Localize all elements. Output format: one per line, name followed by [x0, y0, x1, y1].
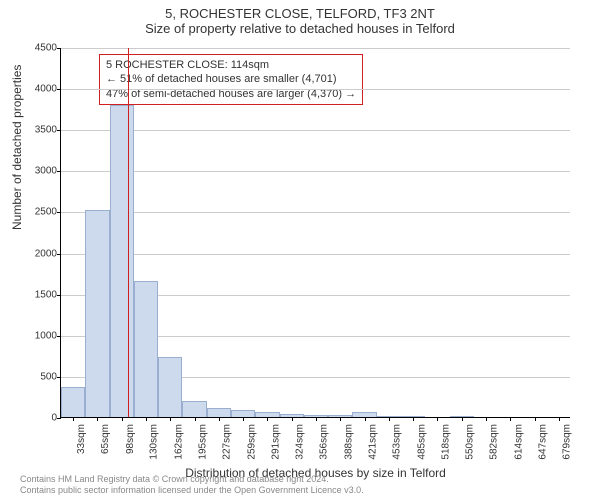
x-tick-label: 130sqm	[149, 424, 160, 460]
y-tick-mark	[57, 418, 61, 419]
y-tick-mark	[57, 130, 61, 131]
y-tick-mark	[57, 295, 61, 296]
grid-line	[61, 48, 570, 49]
y-tick-label: 1000	[17, 330, 57, 341]
y-tick-mark	[57, 336, 61, 337]
x-tick-mark	[195, 417, 196, 421]
y-tick-mark	[57, 254, 61, 255]
histogram-bar	[182, 401, 206, 417]
title-address: 5, ROCHESTER CLOSE, TELFORD, TF3 2NT	[0, 6, 600, 21]
x-tick-mark	[219, 417, 220, 421]
y-tick-label: 2000	[17, 248, 57, 259]
x-tick-label: 582sqm	[489, 424, 500, 460]
grid-line	[61, 89, 570, 90]
y-tick-label: 4000	[17, 84, 57, 95]
y-tick-mark	[57, 212, 61, 213]
chart-title: 5, ROCHESTER CLOSE, TELFORD, TF3 2NT Siz…	[0, 0, 600, 36]
x-tick-label: 614sqm	[513, 424, 524, 460]
x-tick-label: 550sqm	[465, 424, 476, 460]
x-tick-mark	[365, 417, 366, 421]
title-subtitle: Size of property relative to detached ho…	[0, 21, 600, 36]
annotation-box: 5 ROCHESTER CLOSE: 114sqm ← 51% of detac…	[99, 54, 363, 105]
x-tick-label: 356sqm	[319, 424, 330, 460]
y-tick-label: 3000	[17, 166, 57, 177]
histogram-bar	[85, 210, 109, 417]
x-tick-label: 647sqm	[538, 424, 549, 460]
y-tick-label: 2500	[17, 207, 57, 218]
histogram-bar	[231, 410, 255, 417]
x-tick-mark	[292, 417, 293, 421]
grid-line	[61, 254, 570, 255]
y-tick-mark	[57, 48, 61, 49]
x-tick-mark	[170, 417, 171, 421]
x-tick-label: 291sqm	[270, 424, 281, 460]
annotation-line1: 5 ROCHESTER CLOSE: 114sqm	[106, 58, 356, 72]
x-tick-label: 518sqm	[440, 424, 451, 460]
annotation-line2: ← 51% of detached houses are smaller (4,…	[106, 72, 356, 86]
x-tick-label: 485sqm	[416, 424, 427, 460]
x-tick-mark	[97, 417, 98, 421]
grid-line	[61, 212, 570, 213]
x-tick-label: 195sqm	[198, 424, 209, 460]
y-tick-mark	[57, 377, 61, 378]
x-tick-label: 259sqm	[246, 424, 257, 460]
marker-line	[128, 48, 129, 417]
y-tick-label: 500	[17, 371, 57, 382]
x-tick-mark	[243, 417, 244, 421]
chart-area: 5 ROCHESTER CLOSE: 114sqm ← 51% of detac…	[60, 48, 570, 418]
footer-line1: Contains HM Land Registry data © Crown c…	[20, 474, 364, 485]
x-tick-mark	[413, 417, 414, 421]
x-tick-label: 33sqm	[76, 424, 87, 454]
histogram-bar	[134, 281, 158, 417]
x-tick-mark	[146, 417, 147, 421]
footer-line2: Contains public sector information licen…	[20, 485, 364, 496]
x-tick-label: 421sqm	[368, 424, 379, 460]
x-tick-mark	[437, 417, 438, 421]
x-tick-mark	[535, 417, 536, 421]
x-tick-label: 98sqm	[125, 424, 136, 454]
x-tick-label: 679sqm	[562, 424, 573, 460]
histogram-bar	[61, 387, 85, 417]
histogram-bar	[207, 408, 231, 417]
x-tick-mark	[122, 417, 123, 421]
x-tick-mark	[559, 417, 560, 421]
y-tick-label: 0	[17, 413, 57, 424]
grid-line	[61, 130, 570, 131]
footer-attribution: Contains HM Land Registry data © Crown c…	[20, 474, 364, 496]
y-tick-mark	[57, 89, 61, 90]
x-tick-mark	[267, 417, 268, 421]
y-tick-label: 4500	[17, 43, 57, 54]
y-tick-label: 3500	[17, 125, 57, 136]
y-tick-mark	[57, 171, 61, 172]
x-tick-mark	[340, 417, 341, 421]
x-tick-mark	[510, 417, 511, 421]
x-tick-label: 162sqm	[173, 424, 184, 460]
x-tick-mark	[486, 417, 487, 421]
x-tick-mark	[73, 417, 74, 421]
x-tick-mark	[462, 417, 463, 421]
x-tick-label: 453sqm	[392, 424, 403, 460]
histogram-bar	[158, 357, 182, 417]
y-tick-label: 1500	[17, 289, 57, 300]
x-tick-label: 227sqm	[222, 424, 233, 460]
grid-line	[61, 171, 570, 172]
histogram-bar	[110, 105, 134, 417]
x-tick-label: 388sqm	[343, 424, 354, 460]
x-tick-label: 324sqm	[295, 424, 306, 460]
x-tick-mark	[389, 417, 390, 421]
x-tick-label: 65sqm	[100, 424, 111, 454]
x-tick-mark	[316, 417, 317, 421]
